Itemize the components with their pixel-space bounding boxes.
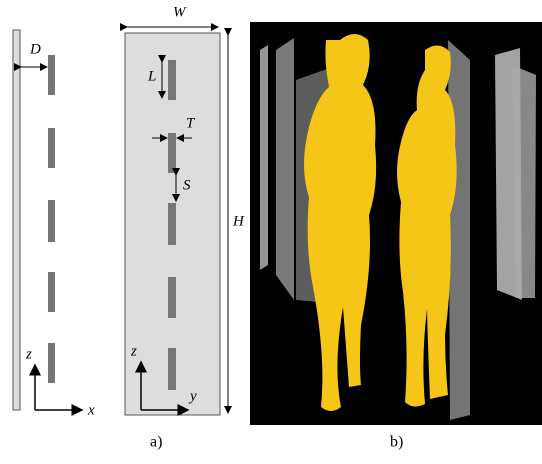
label-y: y [188, 388, 197, 404]
label-z: z [25, 346, 32, 362]
label-s: S [183, 177, 191, 193]
label-x: x [87, 402, 95, 418]
label-d: D [29, 41, 41, 57]
front-view: W H L T S z y [125, 4, 245, 415]
side-view: D z x [13, 30, 95, 418]
label-z: z [130, 343, 137, 359]
caption-a: a) [150, 434, 162, 451]
caption-b: b) [390, 434, 403, 451]
rendered-scene [250, 22, 542, 425]
label-l: L [147, 68, 156, 84]
figure: D z x W H L T S z y [0, 0, 542, 459]
label-w: W [173, 4, 187, 20]
label-h: H [232, 213, 245, 229]
